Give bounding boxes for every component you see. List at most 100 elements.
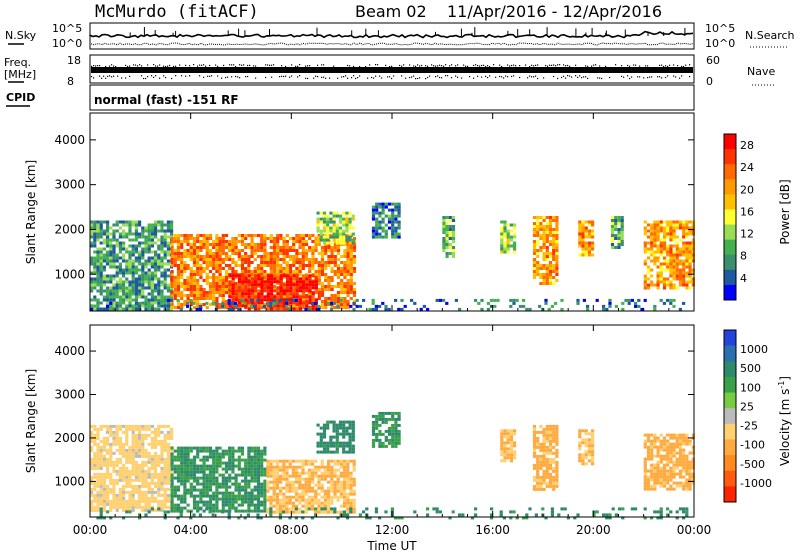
echo-cell xyxy=(221,261,225,264)
echo-cell xyxy=(335,429,339,433)
echo-cell xyxy=(320,282,325,285)
echo-cell xyxy=(141,232,145,236)
echo-cell xyxy=(166,244,170,248)
echo-cell xyxy=(227,298,231,302)
echo-cell xyxy=(144,271,148,275)
echo-cell xyxy=(192,243,197,246)
echo-cell xyxy=(189,234,193,237)
echo-cell xyxy=(266,261,270,264)
echo-cell xyxy=(215,291,219,294)
echo-cell xyxy=(272,489,276,493)
echo-cell xyxy=(646,229,651,233)
freq-dot xyxy=(375,64,377,66)
echo-cell xyxy=(221,252,225,255)
echo-cell xyxy=(295,292,299,296)
echo-cell xyxy=(122,241,126,245)
echo-cell xyxy=(548,273,553,276)
freq-dot xyxy=(661,64,663,66)
echo-cell xyxy=(291,495,295,499)
echo-cell xyxy=(319,441,323,445)
echo-cell xyxy=(322,444,327,448)
echo-cell xyxy=(138,445,142,449)
echo-cell xyxy=(247,276,251,279)
echo-cell xyxy=(90,277,94,281)
echo-cell xyxy=(180,270,184,273)
echo-cell xyxy=(662,301,666,305)
echo-cell xyxy=(208,497,213,501)
echo-cell xyxy=(176,291,181,294)
echo-cell xyxy=(263,506,267,510)
echo-cell xyxy=(154,499,158,503)
echo-cell xyxy=(335,423,339,427)
echo-cell xyxy=(244,277,248,281)
echo-cell xyxy=(208,234,213,237)
echo-cell xyxy=(163,280,167,284)
freq-dot xyxy=(487,65,489,67)
echo-cell xyxy=(125,262,129,266)
echo-cell xyxy=(131,247,135,251)
echo-cell xyxy=(305,274,309,278)
echo-cell xyxy=(237,509,241,513)
echo-cell xyxy=(224,240,229,243)
echo-cell xyxy=(134,487,138,491)
echo-cell xyxy=(141,280,145,284)
echo-cell xyxy=(147,259,151,263)
echo-cell xyxy=(307,480,311,484)
echo-cell xyxy=(106,277,110,281)
echo-cell xyxy=(163,286,167,290)
echo-cell xyxy=(109,445,113,449)
echo-cell xyxy=(202,482,206,486)
echo-cell xyxy=(134,433,138,437)
echo-cell xyxy=(109,463,113,467)
echo-cell xyxy=(112,229,116,233)
echo-cell xyxy=(147,472,151,476)
echo-cell xyxy=(154,442,158,446)
echo-cell xyxy=(307,498,311,502)
echo-cell xyxy=(266,252,270,255)
echo-cell xyxy=(208,276,213,279)
echo-cell xyxy=(160,265,164,269)
echo-cell xyxy=(170,509,174,513)
echo-cell xyxy=(125,433,129,437)
echo-cell xyxy=(260,298,264,302)
echo-cell xyxy=(250,304,254,308)
echo-cell xyxy=(189,246,193,249)
echo-cell xyxy=(256,449,261,453)
echo-cell xyxy=(170,237,174,240)
echo-cell xyxy=(102,454,106,458)
echo-cell xyxy=(333,306,337,309)
echo-cell xyxy=(675,265,679,269)
nave-dot xyxy=(151,75,153,77)
echo-cell xyxy=(134,259,138,263)
echo-cell xyxy=(106,448,110,452)
echo-cell xyxy=(650,229,654,233)
echo-cell xyxy=(170,252,174,255)
echo-cell xyxy=(166,433,170,437)
echo-cell xyxy=(199,285,203,288)
echo-cell xyxy=(317,307,321,311)
echo-cell xyxy=(196,470,200,474)
echo-cell xyxy=(656,256,660,260)
echo-cell xyxy=(202,458,206,462)
nave-dot xyxy=(375,75,377,77)
echo-cell xyxy=(332,211,336,215)
echo-cell xyxy=(451,249,456,252)
echo-cell xyxy=(269,495,273,499)
echo-cell xyxy=(323,477,327,481)
echo-cell xyxy=(240,452,245,456)
echo-cell xyxy=(118,427,122,431)
echo-cell xyxy=(269,261,273,264)
echo-cell xyxy=(403,304,407,308)
echo-cell xyxy=(180,240,184,243)
echo-cell xyxy=(157,454,161,458)
echo-cell xyxy=(646,277,651,281)
echo-cell xyxy=(202,246,206,249)
echo-cell xyxy=(322,423,327,427)
echo-cell xyxy=(250,509,254,513)
echo-cell xyxy=(208,488,213,492)
echo-cell xyxy=(90,229,94,233)
echo-cell xyxy=(308,298,312,302)
echo-cell xyxy=(327,510,331,514)
echo-cell xyxy=(208,455,213,459)
echo-cell xyxy=(643,247,647,251)
